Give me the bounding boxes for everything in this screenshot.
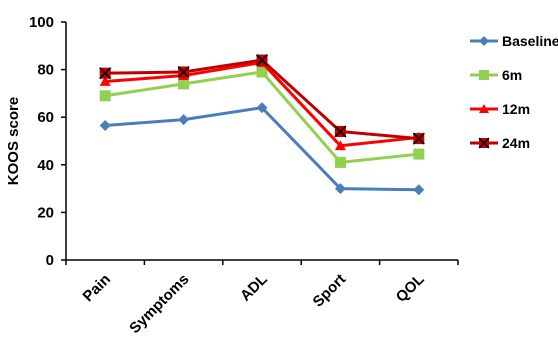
data-point [178,114,190,126]
data-point [99,67,112,80]
y-axis-title: KOOS score [5,97,22,185]
data-point [99,76,111,86]
x-category-label: Symptoms [126,271,192,337]
y-tick-label: 60 [37,109,54,126]
data-point [99,120,111,132]
square-marker [479,70,489,80]
x-ticks: Pain Symptoms ADL Sport QOL [65,260,459,337]
x-category-label: QOL [393,271,428,306]
x-category-label: Pain [80,271,114,305]
x-category-label: ADL [237,271,271,305]
y-tick-label: 80 [37,62,54,79]
data-point [334,156,346,168]
legend-label: 6m [502,67,522,83]
series-24m [99,54,425,145]
legend-label: Baseline [502,33,558,49]
y-tick-label: 100 [29,14,54,31]
data-point [99,90,111,102]
data-point [255,54,269,67]
data-point [334,125,347,138]
y-tick-label: 20 [37,204,54,221]
cross-stroke [412,132,425,145]
diamond-marker [99,120,111,132]
diamond-marker [256,102,268,114]
series-6m [99,66,425,168]
y-tick-label: 0 [46,252,54,269]
y-tick-label: 40 [37,157,54,174]
data-point [177,65,190,79]
legend-label: 12m [502,101,530,117]
x-category-label: Sport [310,271,350,311]
cross-stroke [177,65,190,79]
series-layer [99,54,425,196]
y-ticks: 0 20 40 60 80 100 [29,14,66,269]
cross-stroke [99,67,112,80]
cross-stroke [255,54,269,67]
legend: Baseline 6m 12m 24m [470,33,558,151]
triangle-marker [99,76,111,86]
legend-item: 24m [470,135,530,151]
data-point [178,78,190,90]
triangle-marker [479,104,489,113]
series-baseline [99,102,425,196]
data-point [334,140,346,151]
diamond-marker [178,114,190,126]
square-marker [256,66,268,78]
square-marker [178,78,190,90]
legend-item: Baseline [470,33,558,49]
data-point [413,148,425,160]
legend-item: 12m [470,101,530,117]
series-line [105,106,419,192]
diamond-marker [413,184,425,196]
square-marker [413,148,425,160]
diamond-marker [334,183,346,195]
diamond-marker [479,36,489,46]
data-point [412,132,425,145]
data-point [256,102,268,114]
triangle-marker [334,140,346,151]
data-point [334,183,346,195]
legend-label: 24m [502,135,530,151]
data-point [413,184,425,196]
series-line [104,70,419,164]
legend-item: 6m [470,67,522,83]
cross-stroke [478,137,490,149]
square-marker [99,90,111,102]
data-point [256,66,268,78]
square-marker [334,156,346,168]
cross-stroke [334,125,347,138]
